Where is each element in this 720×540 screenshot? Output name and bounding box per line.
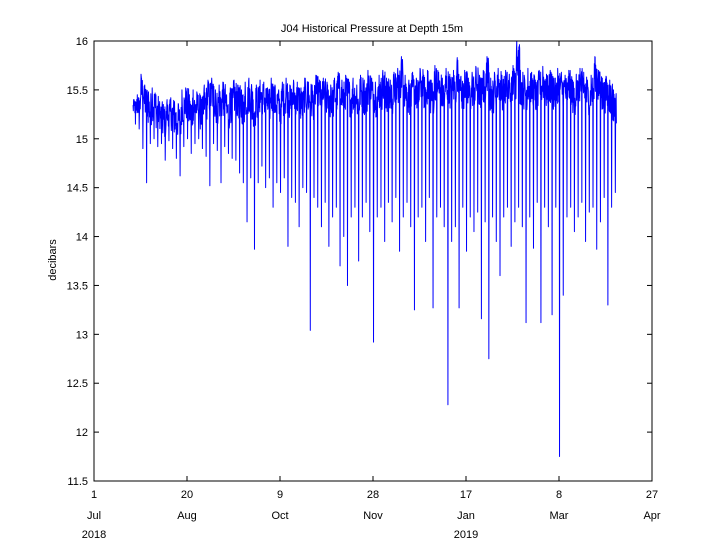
y-tick-label: 16 bbox=[76, 36, 88, 48]
x-tick-day-label: 27 bbox=[646, 489, 658, 501]
x-tick-month-label: Nov bbox=[363, 510, 383, 522]
chart-title: J04 Historical Pressure at Depth 15m bbox=[281, 23, 463, 35]
y-tick-label: 15.5 bbox=[67, 85, 88, 97]
y-tick-label: 12 bbox=[76, 427, 88, 439]
y-tick-label: 13.5 bbox=[67, 280, 88, 292]
y-tick-label: 11.5 bbox=[67, 476, 88, 488]
y-axis-label: decibars bbox=[47, 239, 59, 281]
x-tick-month-label: Aug bbox=[177, 510, 197, 522]
x-tick-day-label: 1 bbox=[91, 489, 97, 501]
series-layer bbox=[132, 40, 617, 458]
x-tick-year-label: 2019 bbox=[454, 529, 478, 540]
x-tick-day-label: 9 bbox=[277, 489, 283, 501]
x-tick-day-label: 28 bbox=[367, 489, 379, 501]
x-tick-month-label: Jul bbox=[87, 510, 101, 522]
x-tick-month-label: Oct bbox=[271, 510, 288, 522]
x-tick-day-label: 20 bbox=[181, 489, 193, 501]
pressure-series-line bbox=[132, 40, 617, 458]
y-tick-label: 12.5 bbox=[67, 378, 88, 390]
y-tick-label: 15 bbox=[76, 134, 88, 146]
y-tick-label: 14 bbox=[76, 232, 88, 244]
x-tick-year-label: 2018 bbox=[82, 529, 106, 540]
x-tick-day-label: 17 bbox=[460, 489, 472, 501]
x-tick-month-label: Apr bbox=[643, 510, 660, 522]
x-axis: 1 Jul 2018 20 Aug 9 Oct 28 Nov 17 Jan 2019 8 Mar 27 Apr bbox=[82, 41, 661, 540]
y-tick-label: 13 bbox=[76, 329, 88, 341]
x-tick-month-label: Mar bbox=[550, 510, 569, 522]
x-tick-month-label: Jan bbox=[457, 510, 475, 522]
y-tick-label: 14.5 bbox=[67, 183, 88, 195]
x-tick-day-label: 8 bbox=[556, 489, 562, 501]
y-axis: 11.5 12 12.5 13 13.5 14 14.5 15 15.5 16 bbox=[67, 36, 652, 488]
